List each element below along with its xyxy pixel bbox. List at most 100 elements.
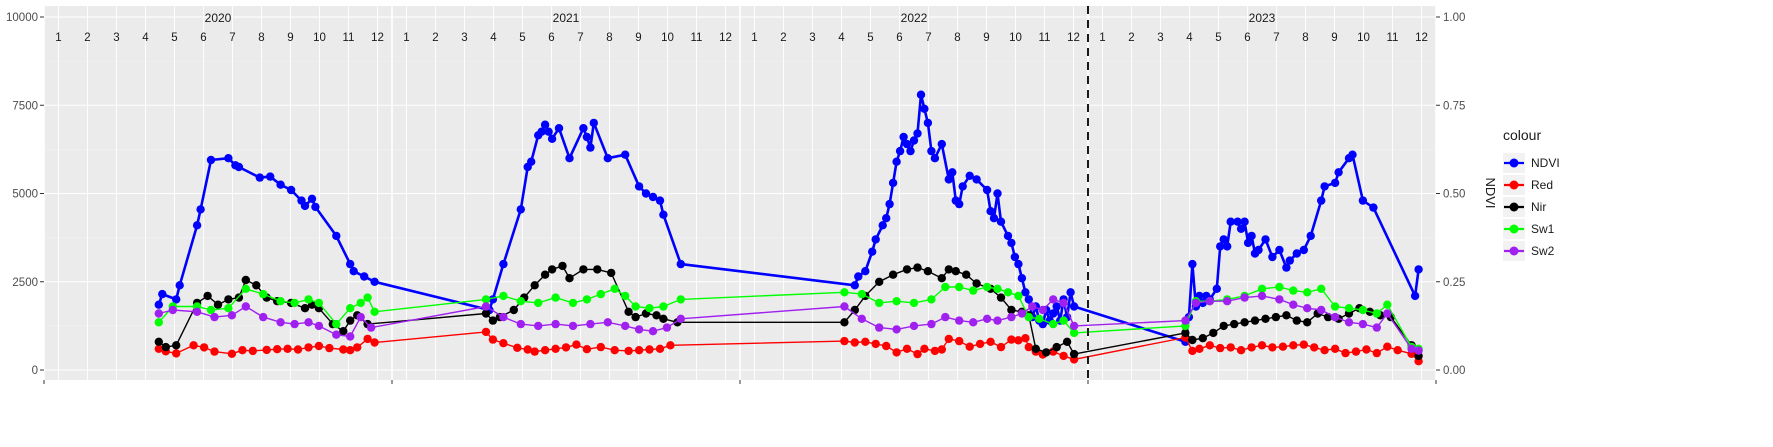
data-point-ndvi	[360, 272, 369, 281]
data-point-sw2	[1257, 291, 1267, 301]
data-point-ndvi	[1240, 217, 1249, 226]
data-point-sw2	[955, 316, 964, 325]
data-point-nir	[962, 270, 971, 279]
data-point-nir	[1042, 348, 1051, 357]
data-point-red	[513, 343, 522, 352]
data-point-sw2	[993, 316, 1002, 325]
month-label: 12	[719, 32, 732, 44]
data-point-sw2	[1414, 346, 1423, 355]
data-point-ndvi	[589, 118, 598, 128]
data-point-ndvi	[544, 127, 553, 136]
data-point-sw2	[621, 321, 630, 331]
data-point-nir	[593, 265, 602, 274]
legend-title: colour	[1503, 127, 1541, 143]
data-point-red	[930, 346, 940, 356]
data-point-sw1	[875, 298, 884, 308]
data-point-red	[1362, 345, 1371, 354]
data-point-sw1	[534, 298, 543, 308]
data-point-ndvi	[1188, 259, 1197, 269]
data-point-nir	[996, 293, 1006, 302]
month-label: 11	[1387, 32, 1399, 44]
data-point-ndvi	[972, 175, 981, 184]
month-label: 3	[1157, 32, 1163, 44]
data-point-sw1	[206, 305, 216, 315]
data-point-sw1	[659, 302, 668, 311]
month-label: 12	[1415, 32, 1428, 44]
data-point-ndvi	[1299, 245, 1309, 255]
data-point-ndvi	[1317, 196, 1326, 205]
data-point-ndvi	[913, 129, 922, 138]
data-point-sw2	[481, 302, 491, 311]
data-point-ndvi	[854, 272, 863, 281]
data-point-ndvi	[634, 182, 644, 191]
data-point-sw1	[993, 284, 1002, 293]
data-point-red	[986, 337, 995, 346]
month-label: 12	[1067, 32, 1080, 44]
data-point-sw2	[892, 325, 901, 334]
data-point-sw1	[290, 298, 299, 308]
data-point-ndvi	[916, 90, 926, 99]
data-point-ndvi	[1285, 256, 1295, 265]
data-point-ndvi	[1410, 291, 1420, 301]
data-point-ndvi	[655, 196, 665, 205]
y-right-tick-label: 0.00	[1443, 365, 1465, 377]
data-point-ndvi	[861, 267, 870, 276]
month-label: 5	[1215, 32, 1221, 44]
data-point-ndvi	[1261, 235, 1270, 244]
data-point-sw1	[676, 295, 685, 304]
data-point-sw2	[356, 312, 365, 322]
data-point-ndvi	[516, 205, 525, 214]
y-right-tick-label: 1.00	[1443, 12, 1465, 24]
data-point-nir	[172, 341, 181, 350]
data-point-nir	[913, 263, 922, 272]
month-label: 1	[403, 32, 409, 44]
year-label: 2022	[901, 11, 928, 25]
data-point-sw1	[332, 319, 341, 329]
legend-key-point	[1509, 246, 1519, 256]
data-point-ndvi	[892, 157, 901, 166]
data-point-ndvi	[554, 124, 564, 133]
data-point-red	[1330, 344, 1340, 353]
data-point-red	[1341, 348, 1350, 358]
data-point-ndvi	[1216, 242, 1225, 251]
data-point-red	[666, 341, 675, 350]
data-point-ndvi	[1282, 263, 1291, 272]
data-point-sw2	[154, 309, 163, 318]
data-point-ndvi	[586, 143, 595, 152]
data-point-red	[1247, 343, 1256, 352]
data-point-ndvi	[172, 295, 181, 304]
legend: colour NDVI Red Nir Sw1 Sw2	[1503, 127, 1560, 261]
data-point-sw1	[857, 289, 866, 299]
month-label: 1	[751, 32, 757, 44]
data-point-red	[1257, 341, 1267, 350]
data-point-ndvi	[850, 281, 859, 290]
data-point-red	[645, 345, 654, 354]
data-point-sw2	[1372, 323, 1382, 332]
data-point-ndvi	[1219, 235, 1228, 244]
data-point-nir	[509, 305, 518, 315]
data-point-ndvi	[930, 154, 940, 163]
data-point-sw2	[1069, 321, 1079, 331]
data-point-sw1	[840, 288, 849, 297]
legend-label: Sw2	[1531, 244, 1555, 258]
data-point-ndvi	[527, 157, 536, 166]
data-point-ndvi	[346, 259, 355, 269]
data-point-sw1	[363, 293, 372, 302]
year-label: 2020	[205, 11, 232, 25]
data-point-nir	[902, 265, 912, 274]
month-label: 11	[343, 32, 355, 44]
data-point-red	[1226, 343, 1235, 352]
data-point-sw1	[356, 298, 365, 308]
data-point-red	[346, 346, 355, 355]
data-point-ndvi	[1007, 238, 1016, 248]
data-point-nir	[1261, 314, 1270, 323]
data-point-sw1	[1003, 288, 1013, 297]
data-point-sw1	[1289, 286, 1298, 295]
data-point-ndvi	[895, 146, 905, 156]
data-point-ndvi	[307, 194, 317, 203]
data-point-red	[913, 349, 922, 359]
legend-item-sw1: Sw1	[1503, 219, 1555, 239]
data-point-ndvi	[286, 185, 296, 195]
data-point-ndvi	[1010, 252, 1020, 262]
data-point-ndvi	[175, 281, 184, 290]
